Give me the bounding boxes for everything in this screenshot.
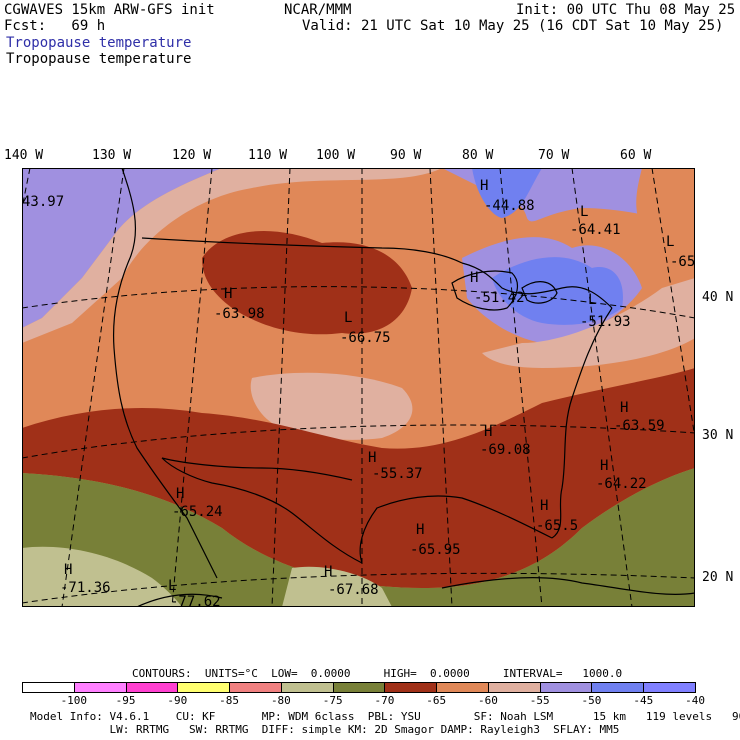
lat-label-40n: 40 N <box>702 290 734 305</box>
extremum-mark: H <box>416 522 424 538</box>
legend-swatch <box>73 682 127 693</box>
lon-label-80w: 80 W <box>462 148 494 163</box>
legend-label: -50 <box>581 694 602 707</box>
lat-label-30n: 30 N <box>702 428 734 443</box>
lon-label-70w: 70 W <box>538 148 570 163</box>
field-blue-top <box>472 168 542 218</box>
extremum-label: -66.75 <box>340 330 391 346</box>
model-title: CGWAVES 15km ARW-GFS init <box>4 2 215 18</box>
lon-label-100w: 100 W <box>316 148 356 163</box>
extremum-label: -77.62 <box>170 594 221 607</box>
field-red-plains <box>202 231 412 335</box>
extremum-mark: H <box>64 562 72 578</box>
extremum-mark: H <box>470 270 478 286</box>
extremum-label: -63.98 <box>214 306 265 322</box>
extremum-mark: L <box>588 292 596 308</box>
org-label: NCAR/MMM <box>284 2 352 18</box>
extremum-label: -65 <box>670 254 695 270</box>
extremum-label: -65.24 <box>172 504 223 520</box>
legend-swatch <box>487 682 541 693</box>
field-orange-maritimes <box>636 168 695 278</box>
extremum-mark: L <box>580 204 588 220</box>
extremum-label: -65.5 <box>536 518 578 534</box>
model-info-line2: LW: RRTMG SW: RRTMG DIFF: simple KM: 2D … <box>30 723 620 736</box>
lat-label-20n: 20 N <box>702 570 734 585</box>
extremum-label: -67.68 <box>328 582 379 598</box>
legend-swatch <box>591 682 645 693</box>
legend-swatch <box>22 682 75 693</box>
legend-label: -90 <box>167 694 188 707</box>
coastlines-borders <box>113 168 695 607</box>
extremum-mark: L <box>666 234 674 250</box>
field-khaki-center <box>282 566 392 607</box>
contours-info: CONTOURS: UNITS=°C LOW= 0.0000 HIGH= 0.0… <box>132 667 623 680</box>
extremum-mark: H <box>324 564 332 580</box>
field-khaki-southwest <box>22 546 182 607</box>
tropopause-temperature-map: 43.97 H -44.88 L -64.41 L -65 H -63.98 L… <box>22 168 695 607</box>
legend-swatch <box>332 682 386 693</box>
legend-label: -45 <box>633 694 654 707</box>
extremum-mark: H <box>176 486 184 502</box>
extremum-label: -64.22 <box>596 476 647 492</box>
field-pink-central <box>250 372 413 440</box>
legend-swatch <box>384 682 438 693</box>
legend-label: -95 <box>115 694 136 707</box>
lon-label-60w: 60 W <box>620 148 652 163</box>
extremum-mark: H <box>620 400 628 416</box>
legend-label: -75 <box>322 694 343 707</box>
legend-label: -60 <box>478 694 498 707</box>
field-pink-pacific <box>22 168 442 343</box>
field-pink-eastcoast <box>482 278 695 368</box>
extremum-mark: H <box>484 424 492 440</box>
field-red-south <box>22 368 695 588</box>
extremum-mark: H <box>540 498 548 514</box>
map-frame <box>22 168 695 607</box>
lat-lon-grid <box>22 168 695 607</box>
legend-label: -55 <box>529 694 550 707</box>
legend-swatch <box>643 682 696 693</box>
field-olive-south <box>22 468 695 607</box>
valid-time: Valid: 21 UTC Sat 10 May 25 (16 CDT Sat … <box>302 18 724 34</box>
extremum-mark: H <box>600 458 608 474</box>
extremum-label: -69.08 <box>480 442 531 458</box>
extremum-mark: H <box>480 178 488 194</box>
extremum-mark: L <box>168 578 176 594</box>
extremum-label: -51.42 <box>474 290 525 306</box>
extremum-label: -51.93 <box>580 314 631 330</box>
model-info-line1: Model Info: V4.6.1 CU: KF MP: WDM 6class… <box>30 710 740 723</box>
extremum-label: -64.41 <box>570 222 621 238</box>
legend-label: -65 <box>426 694 447 707</box>
legend-swatch <box>539 682 593 693</box>
forecast-hour: Fcst: 69 h <box>4 18 106 34</box>
legend-swatch <box>280 682 334 693</box>
legend-swatch <box>177 682 231 693</box>
legend-swatch <box>229 682 282 693</box>
extremum-mark: H <box>224 286 232 302</box>
extremum-mark: H <box>368 450 376 466</box>
lon-label-110w: 110 W <box>248 148 288 163</box>
legend-label: -85 <box>219 694 240 707</box>
legend-label: -40 <box>685 694 705 707</box>
lon-label-120w: 120 W <box>172 148 212 163</box>
field-title-primary: Tropopause temperature <box>6 35 192 51</box>
extremum-label: -63.59 <box>614 418 665 434</box>
legend-swatch <box>436 682 489 693</box>
legend-label: -70 <box>374 694 395 707</box>
lon-label-130w: 130 W <box>92 148 132 163</box>
legend-swatch <box>125 682 179 693</box>
extremum-label: -55.37 <box>372 466 423 482</box>
lon-label-90w: 90 W <box>390 148 422 163</box>
field-blue-greatlakes <box>492 257 623 325</box>
extremum-label: 43.97 <box>22 194 64 210</box>
extremum-label: -65.95 <box>410 542 461 558</box>
extremum-mark: L <box>344 310 352 326</box>
extremum-label: -71.36 <box>60 580 111 596</box>
init-time: Init: 00 UTC Thu 08 May 25 <box>516 2 736 18</box>
extremum-label: -44.88 <box>484 198 535 214</box>
lon-label-140w: 140 W <box>4 148 44 163</box>
legend-label: -80 <box>270 694 291 707</box>
field-title-secondary: Tropopause temperature <box>6 51 192 67</box>
legend-label: -100 <box>60 694 88 707</box>
